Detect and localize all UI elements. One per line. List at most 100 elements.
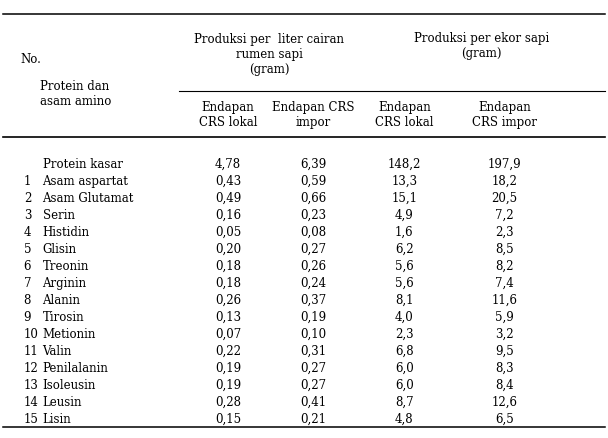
Text: 8,5: 8,5 — [496, 242, 514, 255]
Text: 5,6: 5,6 — [395, 259, 413, 272]
Text: 6,0: 6,0 — [395, 378, 413, 391]
Text: 0,15: 0,15 — [215, 412, 241, 425]
Text: 8: 8 — [24, 293, 31, 306]
Text: 7: 7 — [24, 276, 31, 289]
Text: 0,16: 0,16 — [215, 208, 241, 221]
Text: 9: 9 — [24, 310, 31, 323]
Text: 6,5: 6,5 — [496, 412, 514, 425]
Text: Treonin: Treonin — [43, 259, 89, 272]
Text: 10: 10 — [24, 327, 38, 340]
Text: 0,24: 0,24 — [300, 276, 326, 289]
Text: 0,37: 0,37 — [300, 293, 326, 306]
Text: Leusin: Leusin — [43, 395, 82, 408]
Text: 0,27: 0,27 — [300, 242, 326, 255]
Text: Endapan
CRS lokal: Endapan CRS lokal — [375, 101, 434, 129]
Text: Tirosin: Tirosin — [43, 310, 84, 323]
Text: 9,5: 9,5 — [496, 344, 514, 357]
Text: 0,49: 0,49 — [215, 191, 241, 205]
Text: 4,78: 4,78 — [215, 158, 241, 170]
Text: 6,39: 6,39 — [300, 158, 326, 170]
Text: 0,18: 0,18 — [215, 259, 241, 272]
Text: 8,4: 8,4 — [496, 378, 514, 391]
Text: Alanin: Alanin — [43, 293, 80, 306]
Text: Asam Glutamat: Asam Glutamat — [43, 191, 134, 205]
Text: 0,19: 0,19 — [215, 361, 241, 374]
Text: 8,2: 8,2 — [496, 259, 514, 272]
Text: 13: 13 — [24, 378, 38, 391]
Text: Endapan CRS
impor: Endapan CRS impor — [272, 101, 354, 129]
Text: 2,3: 2,3 — [496, 226, 514, 238]
Text: 3,2: 3,2 — [496, 327, 514, 340]
Text: 0,19: 0,19 — [215, 378, 241, 391]
Text: 12,6: 12,6 — [492, 395, 517, 408]
Text: 5: 5 — [24, 242, 31, 255]
Text: Protein dan
asam amino: Protein dan asam amino — [40, 80, 111, 108]
Text: 2: 2 — [24, 191, 31, 205]
Text: 0,43: 0,43 — [215, 174, 241, 187]
Text: 0,22: 0,22 — [215, 344, 241, 357]
Text: Serin: Serin — [43, 208, 75, 221]
Text: 0,05: 0,05 — [215, 226, 241, 238]
Text: Endapan
CRS impor: Endapan CRS impor — [472, 101, 537, 129]
Text: Glisin: Glisin — [43, 242, 77, 255]
Text: 0,23: 0,23 — [300, 208, 326, 221]
Text: Protein kasar: Protein kasar — [43, 158, 123, 170]
Text: Endapan
CRS lokal: Endapan CRS lokal — [199, 101, 257, 129]
Text: 14: 14 — [24, 395, 38, 408]
Text: 0,21: 0,21 — [300, 412, 326, 425]
Text: 2,3: 2,3 — [395, 327, 413, 340]
Text: 0,27: 0,27 — [300, 361, 326, 374]
Text: 0,20: 0,20 — [215, 242, 241, 255]
Text: 4,9: 4,9 — [395, 208, 413, 221]
Text: 0,07: 0,07 — [215, 327, 241, 340]
Text: 15: 15 — [24, 412, 38, 425]
Text: 4: 4 — [24, 226, 31, 238]
Text: 0,10: 0,10 — [300, 327, 326, 340]
Text: Isoleusin: Isoleusin — [43, 378, 96, 391]
Text: Asam aspartat: Asam aspartat — [43, 174, 128, 187]
Text: 7,2: 7,2 — [496, 208, 514, 221]
Text: 13,3: 13,3 — [392, 174, 417, 187]
Text: 0,08: 0,08 — [300, 226, 326, 238]
Text: 11: 11 — [24, 344, 38, 357]
Text: Arginin: Arginin — [43, 276, 87, 289]
Text: 0,66: 0,66 — [300, 191, 326, 205]
Text: 0,26: 0,26 — [215, 293, 241, 306]
Text: 5,9: 5,9 — [496, 310, 514, 323]
Text: 0,13: 0,13 — [215, 310, 241, 323]
Text: 4,0: 4,0 — [395, 310, 413, 323]
Text: 18,2: 18,2 — [492, 174, 517, 187]
Text: 6,8: 6,8 — [395, 344, 413, 357]
Text: Valin: Valin — [43, 344, 72, 357]
Text: 8,7: 8,7 — [395, 395, 413, 408]
Text: 1: 1 — [24, 174, 31, 187]
Text: 0,41: 0,41 — [300, 395, 326, 408]
Text: 3: 3 — [24, 208, 31, 221]
Text: Metionin: Metionin — [43, 327, 96, 340]
Text: 0,18: 0,18 — [215, 276, 241, 289]
Text: 12: 12 — [24, 361, 38, 374]
Text: 0,19: 0,19 — [300, 310, 326, 323]
Text: 1,6: 1,6 — [395, 226, 413, 238]
Text: No.: No. — [21, 53, 41, 66]
Text: Produksi per ekor sapi
(gram): Produksi per ekor sapi (gram) — [414, 32, 550, 60]
Text: 5,6: 5,6 — [395, 276, 413, 289]
Text: 8,3: 8,3 — [496, 361, 514, 374]
Text: 6,2: 6,2 — [395, 242, 413, 255]
Text: Histidin: Histidin — [43, 226, 90, 238]
Text: 6: 6 — [24, 259, 31, 272]
Text: Penilalanin: Penilalanin — [43, 361, 108, 374]
Text: 0,59: 0,59 — [300, 174, 326, 187]
Text: 20,5: 20,5 — [492, 191, 517, 205]
Text: 0,31: 0,31 — [300, 344, 326, 357]
Text: Produksi per  liter cairan
rumen sapi
(gram): Produksi per liter cairan rumen sapi (gr… — [194, 33, 344, 76]
Text: 0,28: 0,28 — [215, 395, 241, 408]
Text: 15,1: 15,1 — [392, 191, 417, 205]
Text: 6,0: 6,0 — [395, 361, 413, 374]
Text: 197,9: 197,9 — [488, 158, 522, 170]
Text: 0,27: 0,27 — [300, 378, 326, 391]
Text: 4,8: 4,8 — [395, 412, 413, 425]
Text: 11,6: 11,6 — [492, 293, 517, 306]
Text: 148,2: 148,2 — [388, 158, 421, 170]
Text: Lisin: Lisin — [43, 412, 71, 425]
